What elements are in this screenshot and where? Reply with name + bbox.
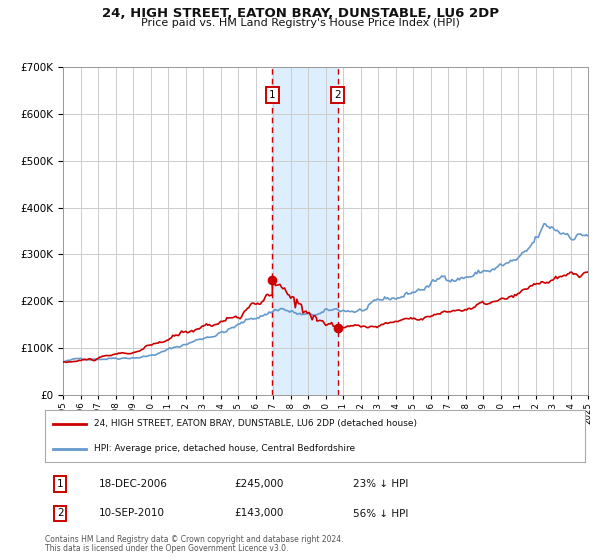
Text: £245,000: £245,000 [234,479,283,489]
Bar [272,67,338,395]
Text: 23% ↓ HPI: 23% ↓ HPI [353,479,408,489]
Text: £143,000: £143,000 [234,508,283,519]
Text: 24, HIGH STREET, EATON BRAY, DUNSTABLE, LU6 2DP: 24, HIGH STREET, EATON BRAY, DUNSTABLE, … [101,7,499,20]
Text: 2: 2 [334,90,341,100]
Text: 24, HIGH STREET, EATON BRAY, DUNSTABLE, LU6 2DP (detached house): 24, HIGH STREET, EATON BRAY, DUNSTABLE, … [94,419,416,428]
Text: 2: 2 [57,508,64,519]
Text: 10-SEP-2010: 10-SEP-2010 [99,508,165,519]
Text: Contains HM Land Registry data © Crown copyright and database right 2024.: Contains HM Land Registry data © Crown c… [45,535,343,544]
Text: This data is licensed under the Open Government Licence v3.0.: This data is licensed under the Open Gov… [45,544,289,553]
Text: Price paid vs. HM Land Registry's House Price Index (HPI): Price paid vs. HM Land Registry's House … [140,18,460,29]
Text: 56% ↓ HPI: 56% ↓ HPI [353,508,408,519]
Text: 18-DEC-2006: 18-DEC-2006 [99,479,168,489]
Text: 1: 1 [269,90,275,100]
Text: 1: 1 [57,479,64,489]
Text: HPI: Average price, detached house, Central Bedfordshire: HPI: Average price, detached house, Cent… [94,444,355,453]
